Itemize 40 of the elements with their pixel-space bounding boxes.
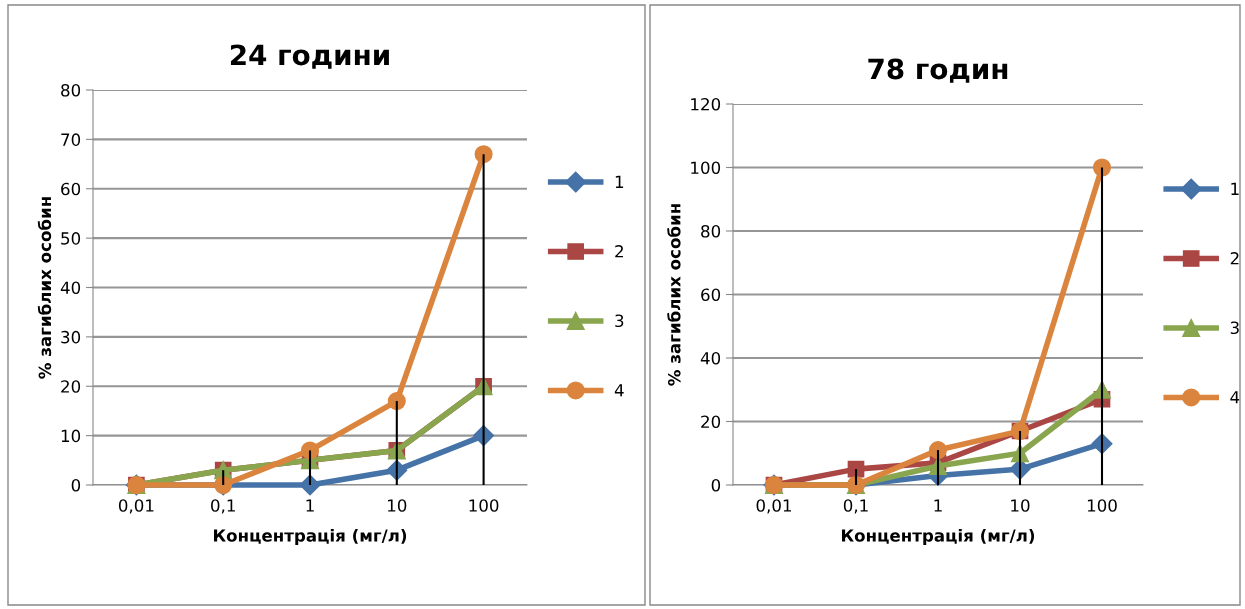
chart-title: 24 години [230,44,389,69]
x-tick-label: 10 [1011,499,1030,512]
x-tick-label: 0,1 [843,499,868,514]
x-tick-label: 100 [469,499,499,512]
legend-label: 1 [1231,182,1239,195]
y-tick-label: 60 [61,182,81,196]
y-axis-title: % загиблих особин [37,197,52,379]
legend-label: 4 [1230,391,1240,404]
y-tick-label: 0 [71,478,81,492]
legend-label: 2 [615,245,623,258]
y-tick-label: 10 [61,429,81,443]
y-tick-label: 20 [701,415,721,429]
y-tick-label: 80 [701,224,721,238]
legend-label: 3 [1230,321,1239,335]
x-tick-label: 0,1 [211,499,235,514]
x-tick-label: 10 [388,499,407,512]
x-axis-title: Концентрація (мг/л) [214,528,407,546]
y-tick-label: 0 [711,478,721,492]
x-tick-label: 0,01 [118,499,154,514]
x-tick-label: 0,01 [756,499,792,514]
legend-label: 2 [1230,252,1239,265]
x-tick-label: 1 [306,499,314,512]
y-tick-label: 70 [61,133,81,146]
legend-label: 3 [615,314,624,328]
x-tick-label: 100 [1087,499,1117,512]
y-tick-label: 60 [701,288,721,302]
y-tick-label: 20 [61,380,81,393]
y-tick-label: 120 [691,97,721,111]
chart-title: 78 годин [868,58,1008,83]
y-tick-label: 100 [691,161,721,175]
y-tick-label: 50 [61,232,81,245]
y-axis-title: % загиблих особин [667,204,681,386]
y-tick-label: 80 [61,83,81,97]
legend-label: 4 [614,384,624,397]
x-tick-label: 1 [934,499,942,512]
y-tick-label: 30 [61,330,81,344]
legend-label: 1 [615,175,624,188]
x-axis-title: Концентрація (мг/л) [842,528,1035,546]
y-tick-label: 40 [700,351,721,365]
y-tick-label: 40 [60,281,81,295]
